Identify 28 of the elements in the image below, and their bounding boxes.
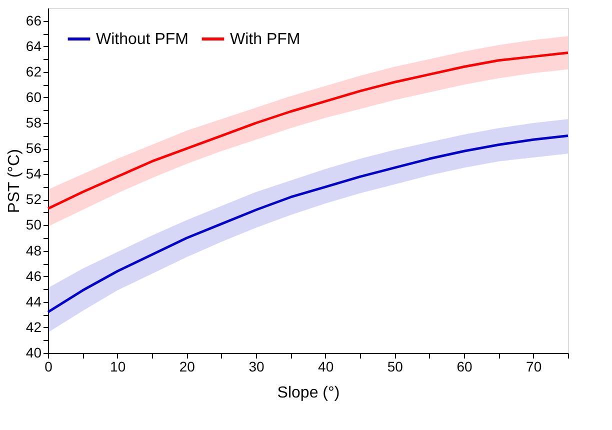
y-axis-title: PST (°C) (6, 149, 23, 213)
line-series (46, 134, 570, 314)
y-tick-label: 54 (26, 166, 42, 182)
x-tick-label: 50 (387, 358, 404, 374)
x-axis-title: Slope (°) (277, 384, 340, 402)
y-tick-label: 66 (26, 12, 42, 28)
y-tick-label: 58 (26, 114, 42, 130)
x-tick-label: 70 (526, 358, 542, 374)
x-tick-label: 10 (110, 358, 126, 374)
x-tick-label: 60 (456, 358, 472, 374)
y-tick-label: 46 (26, 268, 42, 284)
x-tick-label: 40 (318, 358, 334, 374)
legend-label: With PFM (230, 31, 300, 48)
y-tick-label: 48 (26, 242, 42, 258)
line-series (46, 51, 570, 210)
y-tick-label: 64 (26, 38, 42, 54)
y-tick-label: 44 (26, 293, 42, 310)
y-tick-label: 60 (26, 88, 42, 105)
y-tick-label: 62 (26, 63, 42, 80)
y-tick-label: 56 (26, 140, 42, 156)
x-tick-label: 30 (248, 358, 264, 374)
x-tick-label: 0 (44, 358, 53, 374)
x-tick-label: 20 (179, 358, 196, 374)
y-tick-label: 50 (26, 216, 42, 233)
legend-label: Without PFM (96, 31, 188, 48)
y-tick-label: 40 (26, 344, 42, 360)
y-tick-label: 52 (26, 191, 42, 208)
y-tick-label: 42 (26, 318, 42, 335)
